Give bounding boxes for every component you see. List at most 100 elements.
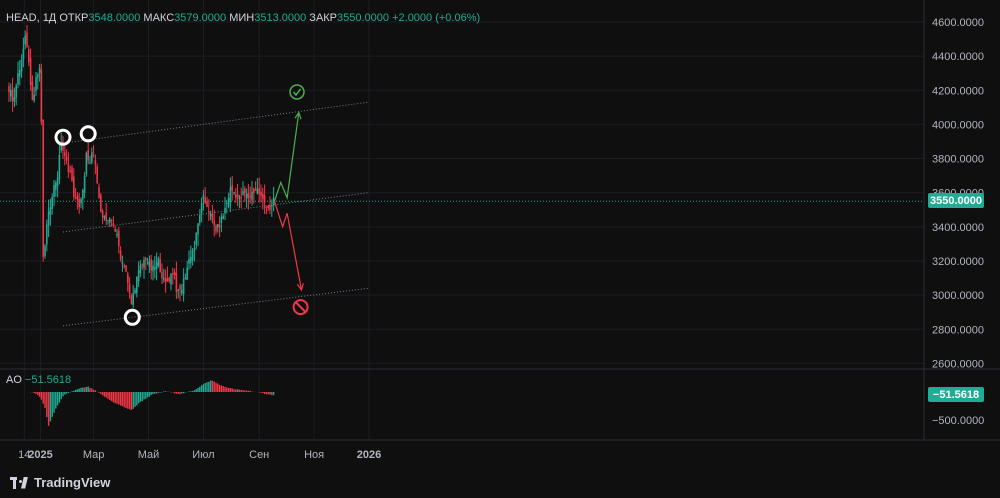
candle[interactable] bbox=[150, 254, 152, 280]
lower-channel-line[interactable] bbox=[62, 287, 369, 327]
candle[interactable] bbox=[163, 268, 165, 283]
candle[interactable] bbox=[229, 177, 232, 213]
candle[interactable] bbox=[96, 163, 98, 184]
candle[interactable] bbox=[53, 180, 55, 207]
candle[interactable] bbox=[193, 240, 196, 262]
candle[interactable] bbox=[197, 222, 199, 247]
candle[interactable] bbox=[123, 263, 125, 269]
candle[interactable] bbox=[38, 64, 41, 82]
candle[interactable] bbox=[139, 260, 142, 278]
candle[interactable] bbox=[141, 263, 143, 270]
candle[interactable] bbox=[107, 219, 109, 225]
candle[interactable] bbox=[159, 252, 161, 273]
ao-legend[interactable]: AO −51.5618 bbox=[6, 374, 71, 386]
candle[interactable] bbox=[222, 213, 224, 220]
candle[interactable] bbox=[199, 209, 201, 226]
candle[interactable] bbox=[177, 288, 179, 299]
candle[interactable] bbox=[242, 181, 244, 196]
candle[interactable] bbox=[220, 213, 223, 233]
candle[interactable] bbox=[33, 86, 35, 103]
candle[interactable] bbox=[22, 37, 25, 68]
candle[interactable] bbox=[83, 172, 86, 199]
no-entry-icon[interactable] bbox=[292, 299, 309, 316]
ao-histogram[interactable] bbox=[29, 380, 275, 426]
candle[interactable] bbox=[154, 256, 156, 279]
candle[interactable] bbox=[35, 71, 37, 96]
bearish-scenario-arrow[interactable] bbox=[273, 201, 304, 292]
candle[interactable] bbox=[215, 224, 217, 235]
candle[interactable] bbox=[119, 246, 122, 262]
candle[interactable] bbox=[269, 196, 271, 215]
candle[interactable] bbox=[263, 184, 266, 215]
candle[interactable] bbox=[11, 77, 14, 112]
candle[interactable] bbox=[103, 215, 106, 221]
scenario-arrows[interactable] bbox=[273, 84, 309, 316]
candle[interactable] bbox=[202, 189, 205, 211]
candle[interactable] bbox=[188, 250, 190, 270]
candle[interactable] bbox=[181, 284, 183, 296]
candle[interactable] bbox=[37, 72, 39, 90]
candle[interactable] bbox=[64, 143, 66, 166]
swing-low-marker[interactable] bbox=[123, 308, 141, 326]
candle[interactable] bbox=[184, 273, 187, 280]
candle[interactable] bbox=[28, 45, 30, 67]
candle[interactable] bbox=[58, 143, 61, 185]
candle[interactable] bbox=[8, 82, 10, 103]
candle[interactable] bbox=[13, 87, 16, 108]
candle[interactable] bbox=[65, 149, 68, 165]
candle[interactable] bbox=[190, 245, 192, 269]
candle[interactable] bbox=[40, 63, 43, 126]
candle[interactable] bbox=[19, 60, 21, 86]
candle[interactable] bbox=[157, 256, 160, 268]
candle[interactable] bbox=[204, 187, 206, 205]
candle[interactable] bbox=[51, 193, 53, 215]
candle[interactable] bbox=[125, 265, 127, 273]
candle[interactable] bbox=[17, 61, 19, 89]
tradingview-brand[interactable]: TradingView bbox=[10, 475, 110, 490]
swing-high-marker-2[interactable] bbox=[79, 125, 97, 143]
candle[interactable] bbox=[114, 225, 116, 233]
candle[interactable] bbox=[247, 183, 250, 210]
ao-label[interactable]: AO bbox=[6, 374, 22, 386]
candle[interactable] bbox=[105, 203, 107, 226]
candle[interactable] bbox=[74, 187, 77, 200]
candle[interactable] bbox=[55, 180, 57, 197]
price-axis[interactable]: 2600.0000 2800.0000 3000.0000 3200.0000 3400… bbox=[932, 17, 984, 370]
candle[interactable] bbox=[91, 147, 93, 165]
swing-high-marker-1[interactable] bbox=[54, 128, 72, 146]
candle[interactable] bbox=[112, 216, 115, 228]
candle[interactable] bbox=[116, 228, 118, 238]
candle[interactable] bbox=[146, 257, 149, 265]
candle[interactable] bbox=[94, 154, 97, 175]
candle[interactable] bbox=[233, 191, 235, 195]
candle[interactable] bbox=[121, 255, 124, 272]
candle[interactable] bbox=[10, 83, 12, 102]
candle[interactable] bbox=[137, 261, 140, 287]
candle[interactable] bbox=[92, 145, 95, 158]
candle[interactable] bbox=[164, 269, 167, 293]
candle[interactable] bbox=[173, 268, 176, 280]
candle[interactable] bbox=[195, 232, 197, 250]
candle[interactable] bbox=[168, 276, 170, 284]
candle[interactable] bbox=[172, 267, 174, 285]
candlestick-series[interactable] bbox=[8, 25, 275, 309]
candle[interactable] bbox=[69, 165, 71, 174]
candle[interactable] bbox=[42, 119, 44, 262]
candle[interactable] bbox=[249, 186, 251, 204]
candle[interactable] bbox=[251, 181, 253, 206]
candle[interactable] bbox=[272, 186, 275, 212]
candle[interactable] bbox=[217, 223, 219, 233]
candle[interactable] bbox=[47, 199, 50, 238]
candle[interactable] bbox=[76, 192, 79, 210]
candle[interactable] bbox=[87, 140, 89, 165]
candle[interactable] bbox=[82, 188, 84, 210]
candle[interactable] bbox=[20, 54, 23, 78]
candle[interactable] bbox=[271, 199, 273, 217]
candle[interactable] bbox=[256, 178, 259, 195]
candle[interactable] bbox=[244, 186, 246, 202]
candle[interactable] bbox=[85, 151, 88, 177]
candle[interactable] bbox=[73, 168, 75, 201]
candle[interactable] bbox=[155, 252, 158, 281]
